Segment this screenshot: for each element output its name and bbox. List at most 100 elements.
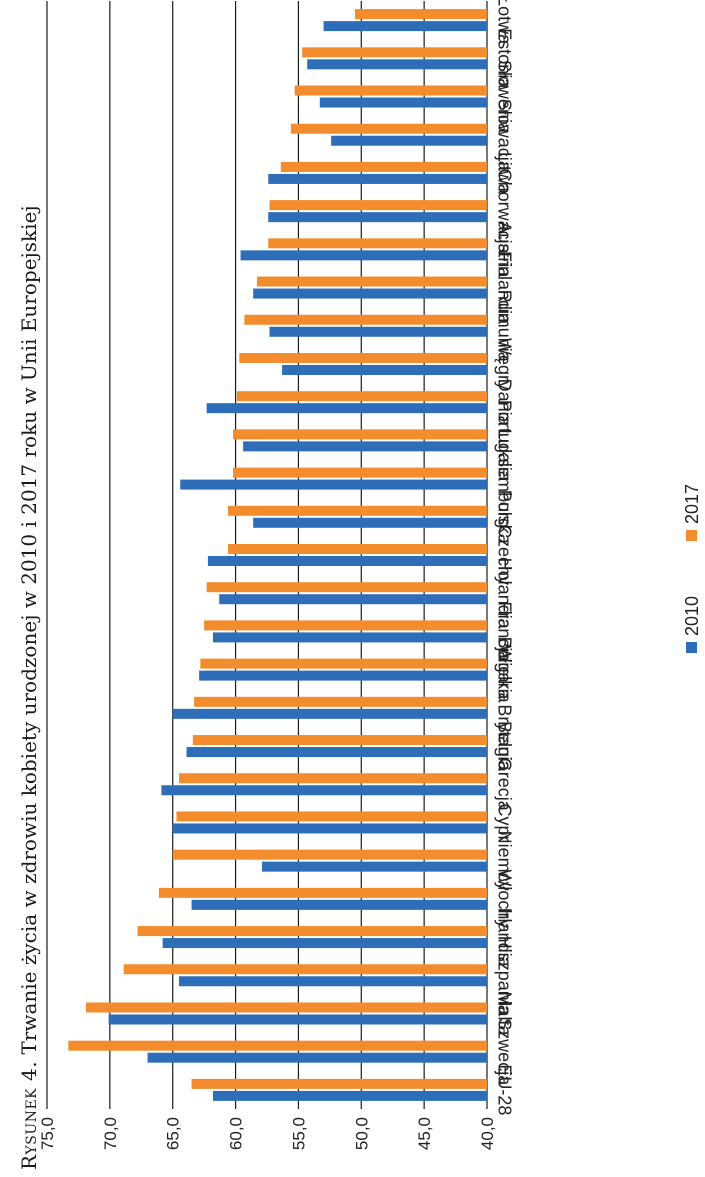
bar-2017-13 (206, 582, 487, 593)
bar-2010-12 (212, 632, 487, 643)
bar-2010-13 (219, 594, 487, 605)
bar-2017-12 (204, 620, 487, 631)
category-label: Bułgaria (494, 637, 514, 704)
category-label: Hiszpania (494, 936, 514, 1016)
bar-2010-0 (212, 1090, 487, 1101)
category-label: Łotwa (494, 0, 514, 45)
bar-2017-5 (158, 887, 487, 898)
category-label: Rumunia (494, 290, 514, 363)
bar-2010-20 (269, 326, 487, 337)
bar-2017-15 (228, 505, 487, 516)
category-label: Portugalia (494, 400, 514, 482)
bar-2017-18 (236, 391, 487, 402)
category-label: Dania (494, 379, 514, 427)
bar-2010-6 (261, 861, 487, 872)
bar-2017-20 (244, 314, 487, 325)
category-label: Szwecja (494, 1018, 514, 1086)
bar-2017-17 (233, 429, 487, 440)
bar-2017-16 (233, 467, 487, 478)
bar-2017-26 (294, 85, 487, 96)
bar-2010-7 (172, 823, 487, 834)
bar-2010-25 (331, 135, 487, 146)
bar-2017-25 (290, 123, 487, 134)
bar-2017-4 (137, 926, 487, 937)
gridlines (46, 1, 488, 1109)
bar-2017-19 (239, 352, 487, 363)
category-label: EU-28 (494, 1064, 514, 1115)
category-label: Francja (494, 601, 514, 662)
legend: 2010 2017 (682, 484, 702, 653)
bar-2017-23 (269, 200, 487, 211)
bar-2010-28 (323, 21, 487, 32)
bar-2017-2 (85, 1002, 487, 1013)
bar-2010-21 (253, 288, 487, 299)
category-label: Austria (494, 221, 514, 278)
tick-label: 70,0 (101, 1117, 120, 1150)
tick-label: 55,0 (289, 1117, 308, 1150)
bar-2010-8 (161, 785, 487, 796)
bar-2017-14 (228, 544, 487, 554)
category-label: Słowenia (494, 60, 514, 134)
category-label: Finlandia (494, 251, 514, 325)
category-label: Litwa (494, 152, 514, 195)
bar-2010-26 (319, 97, 487, 108)
bar-2010-2 (108, 1014, 487, 1025)
legend-swatch-2010 (686, 642, 697, 653)
bar-2010-24 (268, 173, 487, 184)
category-label: Niemcy (494, 831, 514, 891)
category-label: Luksemburg (494, 429, 514, 528)
category-label: Malta (494, 991, 514, 1036)
bar-2010-23 (268, 212, 487, 223)
bar-2010-3 (179, 976, 487, 987)
bar-2010-16 (180, 479, 487, 490)
bar-2017-3 (123, 964, 487, 975)
bar-2010-18 (206, 403, 487, 414)
bar-2010-4 (162, 938, 487, 949)
category-label: Wielka Brytania (494, 645, 514, 771)
bar-2010-14 (207, 556, 487, 566)
legend-label: 2010 (682, 596, 702, 636)
category-label: Węgry (494, 338, 514, 390)
bar-2010-9 (186, 747, 488, 758)
bar-2017-0 (191, 1078, 488, 1089)
bar-2010-19 (282, 364, 487, 375)
category-label: Chorwacja (494, 169, 514, 255)
bar-2017-21 (256, 276, 487, 287)
bar-2010-5 (191, 899, 488, 910)
bar-2010-17 (243, 441, 487, 452)
legend-label: 2017 (682, 484, 702, 524)
bar-2010-11 (199, 670, 487, 681)
category-label: Cypr (494, 803, 514, 841)
bar-2017-28 (355, 9, 487, 20)
bar-2017-6 (172, 849, 487, 860)
category-label: Grecja (494, 758, 514, 812)
bar-2010-10 (172, 708, 487, 719)
category-label: Słowacja (494, 99, 514, 172)
tick-label: 40,0 (478, 1117, 497, 1150)
bar-2010-27 (307, 59, 487, 70)
bar-2017-7 (176, 811, 487, 822)
bar-2017-11 (200, 658, 487, 669)
category-label: Czechy (494, 525, 514, 585)
tick-label: 45,0 (415, 1117, 434, 1150)
bar-2017-8 (179, 773, 487, 784)
bars (68, 9, 488, 1101)
category-label: Polska (494, 490, 514, 545)
bar-2017-1 (68, 1040, 487, 1051)
bar-2017-27 (302, 47, 487, 58)
category-label: Holandia (494, 558, 514, 630)
bar-2017-22 (268, 238, 487, 249)
category-label: Włochy (494, 869, 514, 928)
category-label: Irlandia (494, 908, 514, 968)
tick-label: 65,0 (164, 1117, 183, 1150)
category-label: Estonia (494, 28, 514, 89)
tick-label: 75,0 (38, 1117, 57, 1150)
tick-label: 60,0 (227, 1117, 246, 1150)
bar-2017-10 (194, 696, 488, 707)
bar-2010-15 (253, 517, 487, 528)
bar-2017-24 (280, 161, 487, 172)
legend-swatch-2017 (686, 530, 697, 541)
bar-2010-22 (240, 250, 487, 261)
category-label: Belgia (494, 721, 514, 772)
